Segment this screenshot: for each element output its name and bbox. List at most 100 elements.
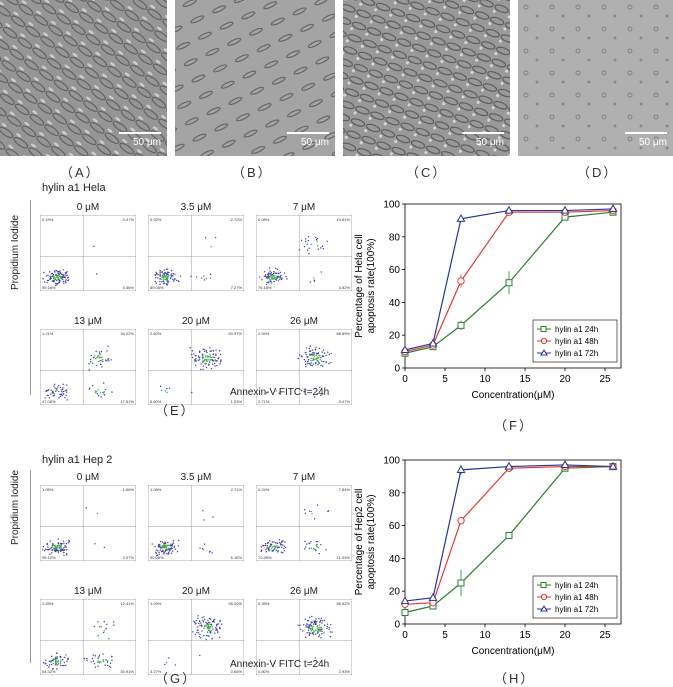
quadrant-ur-percent: 95.92% (336, 601, 350, 606)
legend-label: hylin a1 72h (555, 349, 598, 358)
quadrant-ur-percent: 2.72% (230, 217, 242, 222)
flow-dot-plot (40, 599, 136, 675)
panel-label-a: （A） (60, 165, 101, 180)
scale-bar-b: 50 μm (287, 132, 329, 148)
flow-plot-concentration: 3.5 μM (180, 472, 212, 483)
quadrant-lr-percent: 21.03% (336, 555, 350, 560)
panel-label-b: （B） (232, 165, 273, 180)
data-point (560, 460, 570, 469)
quadrant-ll-percent: 76.18% (258, 285, 272, 290)
scale-bar-d: 50 μm (625, 132, 667, 148)
quadrant-ur-percent: 90.97% (228, 331, 242, 336)
quadrant-ul-percent: 0.24% (258, 487, 270, 492)
quadrant-ll-percent: 47.06% (42, 399, 56, 404)
quadrant-ur-percent: 88.89% (336, 331, 350, 336)
x-tick-label: 15 (519, 374, 531, 385)
y-axis-label: Percentage of Hep2 cell (354, 489, 365, 596)
flow-dot-plot (256, 215, 352, 291)
micrograph-c: 50 μm (343, 0, 510, 156)
y-tick-label: 20 (389, 331, 401, 342)
quadrant-lr-percent: 2.93% (338, 669, 350, 674)
flow-plot-3: 13 μM 1.21% 34.22% 47.06% 17.51% (40, 316, 136, 405)
flow-plot-concentration: 3.5 μM (180, 202, 212, 213)
quadrant-ll-percent: 90.05% (150, 555, 164, 560)
flow-plot-concentration: 7 μM (292, 202, 316, 213)
quadrant-ll-percent: 0.80% (258, 669, 270, 674)
flow-g-frame (30, 470, 31, 663)
quadrant-lr-percent: 0.56% (122, 285, 134, 290)
legend-marker (540, 582, 547, 588)
legend-marker (540, 349, 548, 356)
flow-plot-0: 0 μM 0.19% 0.47% 99.18% 0.56% (40, 202, 136, 291)
flow-e-xlabel: Annexin-V FITC t=24h (230, 387, 330, 398)
x-tick-label: 0 (402, 374, 408, 385)
flow-plot-4: 20 μM 2.40% 90.97% 5.60% 1.03% (148, 316, 244, 405)
legend-marker (540, 605, 548, 612)
series-line (404, 465, 614, 614)
legend-label: hylin a1 72h (555, 605, 598, 614)
flow-e-frame (30, 200, 31, 395)
data-point (457, 516, 465, 525)
y-tick-label: 20 (389, 587, 401, 598)
flow-dot-plot (256, 485, 352, 561)
quadrant-ur-percent: 95.00% (228, 601, 242, 606)
legend-label: hylin a1 48h (555, 337, 598, 346)
data-point (400, 596, 410, 605)
flow-dot-plot (148, 215, 244, 291)
quadrant-lr-percent: 6.16% (230, 555, 242, 560)
data-point (504, 461, 514, 470)
flow-dot-plot (256, 599, 352, 675)
quadrant-ur-percent: 34.22% (120, 331, 134, 336)
flow-dot-plot (148, 599, 244, 675)
x-tick-label: 25 (599, 630, 611, 641)
flow-plot-1: 3.5 μM 1.08% 2.71% 90.05% 6.16% (148, 472, 244, 561)
flow-plot-concentration: 0 μM (76, 472, 100, 483)
plot-area (404, 203, 622, 369)
quadrant-ul-percent: 0.92% (150, 217, 162, 222)
series-line (404, 464, 614, 602)
micrograph-d: 50 μm (518, 0, 673, 156)
micrograph-b-image (175, 0, 335, 156)
data-point (456, 465, 466, 473)
plot-area (404, 459, 622, 625)
data-point (401, 609, 409, 617)
quadrant-ul-percent: 2.40% (150, 331, 162, 336)
flow-dot-plot (148, 485, 244, 561)
data-point (457, 579, 465, 587)
legend-marker (540, 337, 548, 345)
data-point (560, 205, 570, 214)
panel-label-f: （F） (494, 418, 534, 433)
micrograph-d-image (518, 0, 673, 156)
x-tick-label: 20 (559, 630, 571, 641)
flow-dot-plot (256, 329, 352, 405)
legend-label: hylin a1 48h (555, 593, 598, 602)
flow-dot-plot (148, 329, 244, 405)
data-point (608, 204, 618, 213)
quadrant-ul-percent: 1.21% (42, 331, 54, 336)
x-tick-label: 10 (479, 374, 491, 385)
flow-plot-5: 26 μM 0.35% 95.92% 0.80% 2.93% (256, 586, 352, 675)
flow-dot-plot (40, 215, 136, 291)
x-tick-label: 15 (519, 630, 531, 641)
flow-plot-concentration: 26 μM (290, 316, 318, 327)
flow-g-xlabel: Annexin-V FITC t=24h (230, 659, 330, 670)
legend-label: hylin a1 24h (555, 581, 598, 590)
quadrant-ll-percent: 99.18% (42, 285, 56, 290)
quadrant-ll-percent: 70.99% (258, 555, 272, 560)
panel-label-e: （E） (155, 403, 196, 418)
y-tick-label: 40 (389, 298, 401, 309)
panel-label-g: （G） (155, 671, 198, 686)
chart-f: 0 20 40 60 80 100 0 5 10 15 20 25 Concentration(μM) P… (354, 200, 622, 401)
flow-plot-concentration: 20 μM (182, 586, 210, 597)
quadrant-ur-percent: 19.61% (336, 217, 350, 222)
data-point (456, 213, 466, 222)
flow-plot-5: 26 μM 2.94% 88.89% 2.71% 5.47% (256, 316, 352, 405)
panel-label-c: （C） (406, 165, 448, 180)
x-tick-label: 5 (442, 630, 448, 641)
y-tick-label: 100 (383, 200, 400, 211)
data-point (400, 345, 410, 354)
quadrant-ul-percent: 2.94% (258, 331, 270, 336)
quadrant-lr-percent: 4.52% (338, 285, 350, 290)
flow-plot-concentration: 0 μM (76, 202, 100, 213)
quadrant-ur-percent: 1.66% (122, 487, 134, 492)
